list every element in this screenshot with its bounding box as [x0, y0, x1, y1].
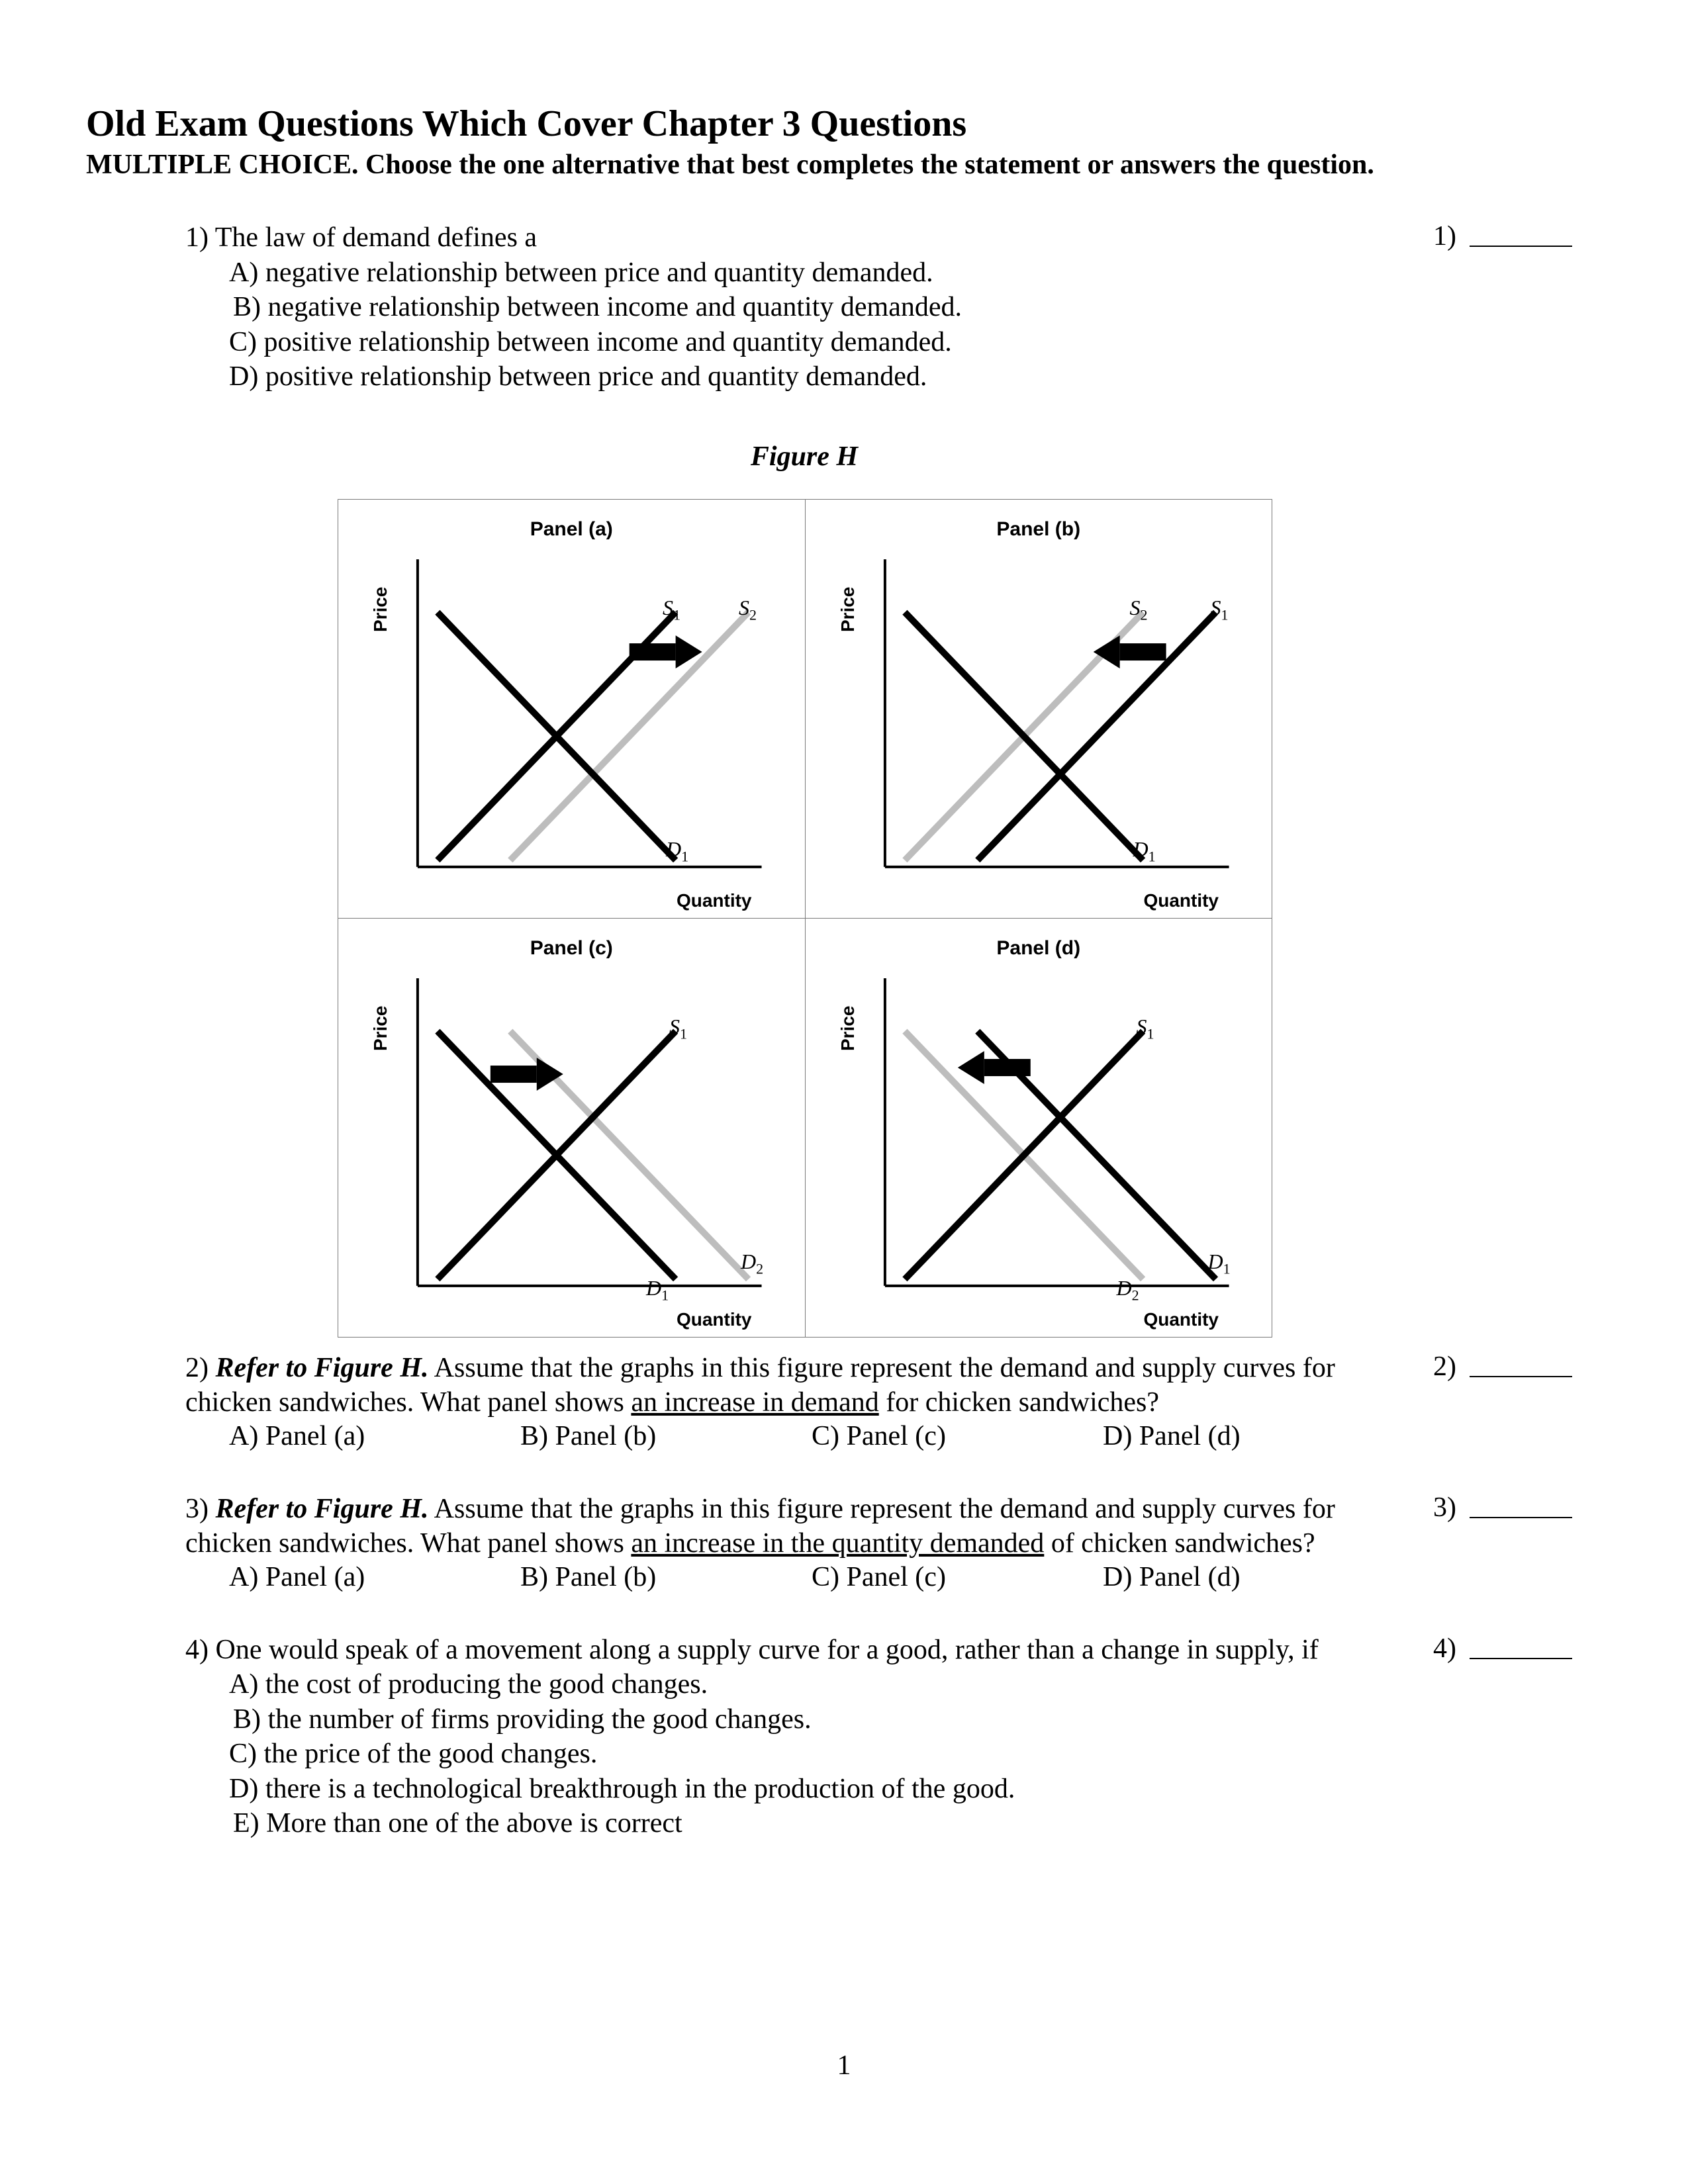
- panel-c: Panel (c) Price Quantity: [338, 919, 805, 1337]
- q2-options: A) Panel (a) B) Panel (b) C) Panel (c) D…: [229, 1420, 1394, 1452]
- q3-opt-a: A) Panel (a): [229, 1561, 520, 1593]
- q2-answer-num: 2): [1433, 1351, 1456, 1382]
- figure-caption: Figure H: [338, 441, 1271, 473]
- panel-d-s1-label: S1: [1137, 1015, 1154, 1042]
- panel-b-chart: [806, 500, 1272, 918]
- panel-b-d1-label: D1: [1133, 837, 1156, 865]
- panel-c-chart: [338, 919, 805, 1337]
- panel-c-d1-label: D1: [646, 1276, 669, 1304]
- q3-text-b: of chicken sandwiches?: [1044, 1528, 1315, 1559]
- q4-opt-e: E) More than one of the above is correct: [233, 1806, 1602, 1841]
- q2-num: 2): [185, 1353, 209, 1383]
- q3-options: A) Panel (a) B) Panel (b) C) Panel (c) D…: [229, 1561, 1394, 1593]
- q4-answer-blank[interactable]: [1470, 1633, 1572, 1659]
- q2-text-b: for chicken sandwiches?: [879, 1387, 1159, 1418]
- figure-h: Panel (a) Price Quantity: [338, 499, 1272, 1338]
- panel-a-s1-label: S1: [663, 596, 680, 623]
- page-title: Old Exam Questions Which Cover Chapter 3…: [86, 103, 1602, 145]
- q2-opt-b: B) Panel (b): [520, 1420, 812, 1452]
- q3-num: 3): [185, 1494, 209, 1524]
- q4-opt-c: C) the price of the good changes.: [229, 1737, 1602, 1772]
- question-2: 2) Refer to Figure H. Assume that the gr…: [185, 1351, 1602, 1452]
- question-1: 1) The law of demand defines a 1) A) neg…: [185, 220, 1602, 394]
- q4-options: A) the cost of producing the good change…: [229, 1667, 1602, 1841]
- q2-opt-c: C) Panel (c): [812, 1420, 1103, 1452]
- q1-opt-b: B) negative relationship between income …: [233, 290, 1602, 325]
- q1-opt-a: A) negative relationship between price a…: [229, 255, 1602, 291]
- panel-b-s1-label: S1: [1211, 596, 1229, 623]
- q2-answer-blank[interactable]: [1470, 1351, 1572, 1377]
- question-4: 4) One would speak of a movement along a…: [185, 1633, 1602, 1841]
- q4-text: One would speak of a movement along a su…: [216, 1635, 1319, 1665]
- q3-opt-d: D) Panel (d): [1103, 1561, 1394, 1593]
- q1-text: The law of demand defines a: [215, 222, 537, 253]
- panel-d-d1-label: D1: [1208, 1250, 1231, 1277]
- panel-d-d2-label: D2: [1117, 1276, 1139, 1304]
- panel-a-chart: [338, 500, 805, 918]
- q3-opt-c: C) Panel (c): [812, 1561, 1103, 1593]
- q1-answer-num: 1): [1433, 221, 1456, 251]
- q4-opt-a: A) the cost of producing the good change…: [229, 1667, 1602, 1702]
- exam-page: Old Exam Questions Which Cover Chapter 3…: [0, 0, 1688, 2184]
- q1-answer-blank[interactable]: [1470, 220, 1572, 247]
- q2-underline: an increase in demand: [631, 1387, 878, 1418]
- instructions: MULTIPLE CHOICE. Choose the one alternat…: [86, 149, 1602, 181]
- q1-opt-d: D) positive relationship between price a…: [229, 359, 1602, 394]
- page-number: 1: [0, 2050, 1688, 2081]
- q3-ref: Refer to Figure H.: [216, 1494, 429, 1524]
- panel-c-d2-label: D2: [741, 1250, 763, 1277]
- q2-opt-a: A) Panel (a): [229, 1420, 520, 1452]
- q3-answer-num: 3): [1433, 1492, 1456, 1523]
- q3-opt-b: B) Panel (b): [520, 1561, 812, 1593]
- q2-opt-d: D) Panel (d): [1103, 1420, 1394, 1452]
- q3-answer-blank[interactable]: [1470, 1492, 1572, 1518]
- q1-opt-c: C) positive relationship between income …: [229, 325, 1602, 360]
- panel-d-chart: [806, 919, 1272, 1337]
- panel-c-s1-label: S1: [669, 1015, 687, 1042]
- panel-a-s2-label: S2: [739, 596, 757, 623]
- panel-a: Panel (a) Price Quantity: [338, 500, 805, 918]
- panel-b: Panel (b) Price Quantity: [805, 500, 1272, 918]
- q2-ref: Refer to Figure H.: [216, 1353, 429, 1383]
- q1-options: A) negative relationship between price a…: [229, 255, 1602, 394]
- question-3: 3) Refer to Figure H. Assume that the gr…: [185, 1492, 1602, 1593]
- panel-a-d1-label: D1: [666, 837, 688, 865]
- q4-answer-num: 4): [1433, 1633, 1456, 1664]
- q4-opt-d: D) there is a technological breakthrough…: [229, 1772, 1602, 1807]
- panel-d: Panel (d) Price Quantity: [805, 919, 1272, 1337]
- q4-num: 4): [185, 1635, 209, 1665]
- q4-opt-b: B) the number of firms providing the goo…: [233, 1702, 1602, 1737]
- panel-b-s2-label: S2: [1130, 596, 1148, 623]
- q1-num: 1): [185, 222, 209, 253]
- q3-underline: an increase in the quantity demanded: [631, 1528, 1044, 1559]
